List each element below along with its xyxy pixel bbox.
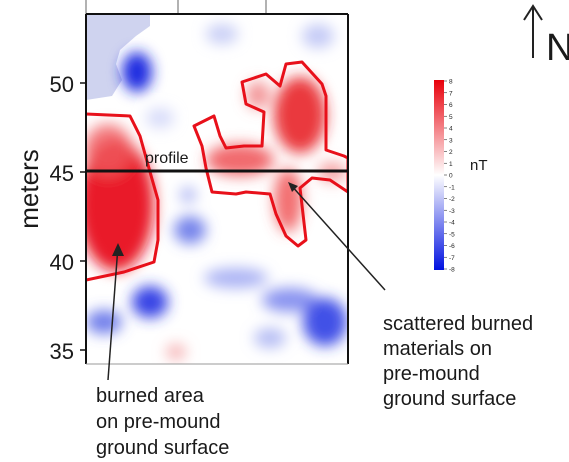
color-scale-tick-label: 1 [449,161,453,168]
annotation-line: ground surface [96,437,229,459]
annotation-burned-area: burned area on pre-mound ground surface [96,243,229,459]
north-label: N [546,27,569,69]
north-arrow: N [523,4,569,69]
y-tick-45: 45 [50,161,86,186]
color-scale-unit: nT [470,157,488,174]
color-scale-tick-label: 7 [449,90,453,97]
annotation-text: scattered burned materials on pre-mound … [383,313,539,410]
y-tick-label: 35 [50,339,74,364]
color-scale-tick-label: -3 [449,208,455,215]
color-scale-tick-label: 2 [449,149,453,156]
annotation-line: materials on [383,338,492,360]
missing-data-area [86,14,150,100]
y-tick-40: 40 [50,250,86,275]
color-scale-tick-label: 3 [449,137,453,144]
negative-anomalies [86,24,347,348]
y-tick-35: 35 [50,339,86,364]
color-scale-tick-label: 4 [449,126,453,133]
color-scale-tick-label: -7 [449,255,455,262]
color-scale-tick-label: -4 [449,220,455,227]
magnetic-map [85,0,349,365]
annotation-line: pre-mound [383,363,480,385]
scattered-materials-outline [192,60,348,248]
color-scale-bar [434,80,444,270]
color-scale-tick-label: -2 [449,196,455,203]
color-scale-ticks: 8 7 6 5 4 3 2 1 0 -1 -2 -3 -4 -5 -6 -7 -8 [444,79,455,274]
burned-area-outline [86,112,160,282]
annotation-scattered-materials: scattered burned materials on pre-mound … [288,182,539,410]
color-scale-tick-label: -1 [449,184,455,191]
profile-label: profile [145,150,189,167]
y-tick-label: 50 [50,72,74,97]
annotation-line: on pre-mound [96,411,221,433]
color-scale-tick-label: -6 [449,243,455,250]
annotation-line: burned area [96,385,205,407]
color-scale-tick-label: 0 [449,173,453,180]
annotation-text: burned area on pre-mound ground surface [96,385,229,459]
color-scale-tick-label: 5 [449,114,453,121]
y-tick-50: 50 [50,72,86,97]
color-scale-tick-label: 6 [449,102,453,109]
y-axis-label: meters [14,149,44,228]
annotation-line: ground surface [383,388,516,410]
color-scale: 8 7 6 5 4 3 2 1 0 -1 -2 -3 -4 -5 -6 -7 -8 nT [434,79,488,274]
color-scale-tick-label: -8 [449,267,455,274]
annotation-line: scattered burned [383,313,533,335]
y-tick-label: 45 [50,161,74,186]
y-tick-label: 40 [50,250,74,275]
y-axis: meters 50 45 40 35 [14,72,86,364]
color-scale-tick-label: 8 [449,79,453,86]
color-scale-tick-label: -5 [449,231,455,238]
